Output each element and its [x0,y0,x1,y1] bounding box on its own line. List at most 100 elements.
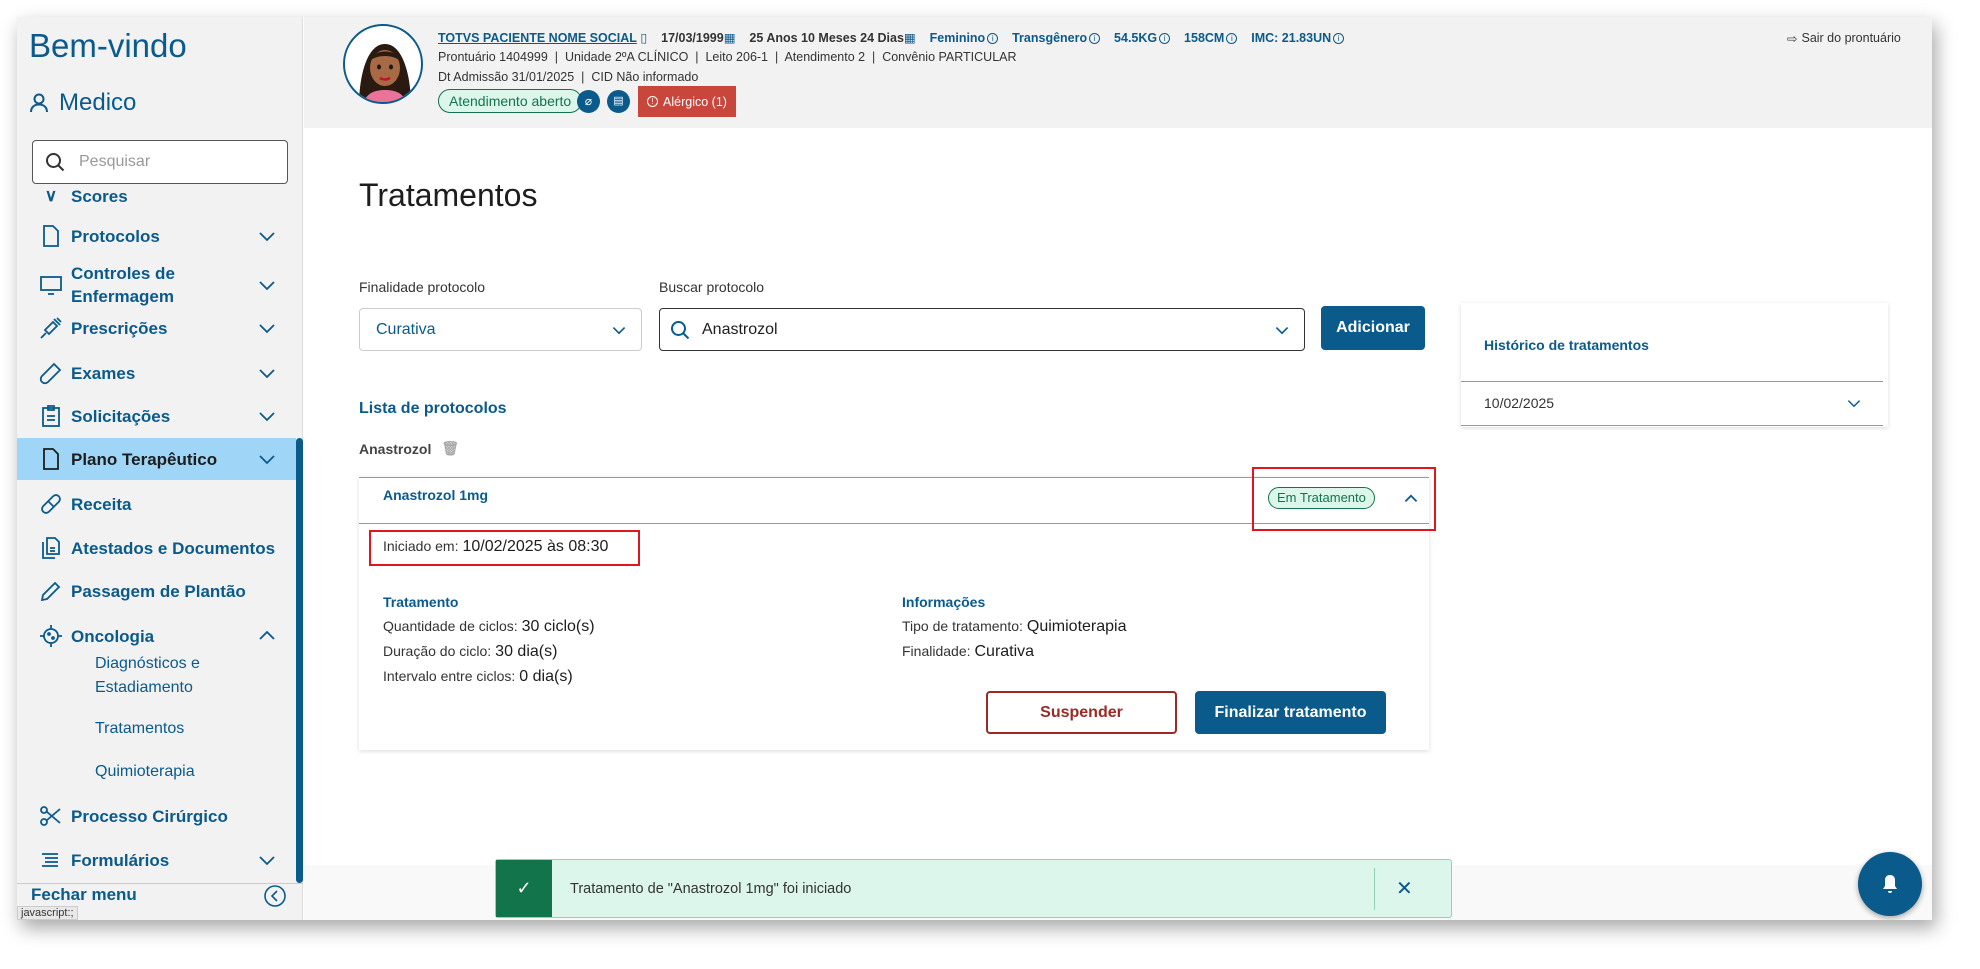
allergy-badge[interactable]: ! Alérgico (1) [638,86,736,117]
info-icon[interactable]: i [1089,33,1101,45]
sidebar-item-atestados[interactable]: Atestados e Documentos [17,527,297,569]
chevron-up-icon[interactable] [1403,491,1419,507]
history-card: Histórico de tratamentos 10/02/2025 [1461,303,1888,427]
sidebar-item-scores[interactable]: ∨ Scores [17,185,297,217]
attachment-icon[interactable]: ⌀ [577,90,600,113]
sidebar-subitem-tratamentos[interactable]: Tratamentos [95,720,185,737]
treatment-row: Quantidade de ciclos: 30 ciclo(s) [383,618,595,635]
chevron-down-icon [1847,400,1861,408]
sidebar-item-processo-cirurgico[interactable]: Processo Cirúrgico [17,795,297,837]
chevron-down-icon[interactable] [257,406,277,426]
info-icon[interactable]: i [1159,33,1171,45]
status-bar: javascript:; [17,906,78,920]
started-at: Iniciado em: 10/02/2025 às 08:30 [383,538,609,555]
chevron-down-icon[interactable] [257,275,277,295]
scissors-icon [40,806,61,826]
sidebar-subitem-diagnosticos[interactable]: Diagnósticos e Estadiamento [95,655,200,696]
finish-treatment-button[interactable]: Finalizar tratamento [1195,691,1386,734]
calendar-icon: ▦ [723,31,736,45]
sidebar-scrollbar[interactable] [296,438,303,883]
chevron-down-icon[interactable] [257,318,277,338]
close-menu-button[interactable]: Fechar menu [31,885,137,904]
divider [1374,868,1375,910]
user-icon [30,93,48,113]
copy-icon[interactable]: ▯ [640,31,648,45]
history-title: Histórico de tratamentos [1484,337,1649,353]
sidebar-item-formularios[interactable]: Formulários [17,839,297,881]
sidebar-menu: ∨ Scores Protocolos Controles de Enfermag… [17,185,303,883]
admission-info: Prontuário 1404999 | Unidade 2ºA CLÍNICO… [438,50,1017,64]
add-button[interactable]: Adicionar [1321,306,1425,350]
app-window: Bem-vindo Medico Pesquisar ∨ Scores Proto… [17,17,1932,920]
welcome-title: Bem-vindo [29,27,187,64]
search-icon [671,320,690,339]
document-icon [43,225,59,247]
chevron-down-icon[interactable] [257,850,277,870]
sidebar-item-passagem[interactable]: Passagem de Plantão [17,570,297,612]
chevron-down-icon[interactable] [257,363,277,383]
status-badge: Atendimento aberto [438,89,583,113]
patient-avatar [343,24,423,104]
patient-name-link[interactable]: TOTVS PACIENTE NOME SOCIAL [438,31,637,45]
gender-identity: Transgênero [1012,31,1088,45]
close-toast-button[interactable]: ✕ [1396,878,1413,900]
document-icon [43,448,59,470]
patient-header: TOTVS PACIENTE NOME SOCIAL ▯ 17/03/1999▦… [304,17,1932,128]
sidebar-search-input[interactable]: Pesquisar [32,140,288,184]
treatment-heading: Tratamento [383,594,459,610]
treatment-row: Duração do ciclo: 30 dia(s) [383,643,558,660]
sidebar-item-solicitacoes[interactable]: Solicitações [17,395,297,437]
test-tube-icon [39,362,62,385]
sidebar-item-oncologia[interactable]: Oncologia [17,615,297,657]
finalidade-label: Finalidade protocolo [359,279,486,295]
sidebar-item-protocolos[interactable]: Protocolos [17,215,297,257]
suspend-button[interactable]: Suspender [986,691,1177,734]
patient-info-line: TOTVS PACIENTE NOME SOCIAL ▯ 17/03/1999▦… [438,30,1345,45]
virus-icon [40,625,62,647]
sidebar-item-controles[interactable]: Controles de Enfermagem [17,261,297,309]
chevron-down-icon [1275,326,1289,334]
admission-date-info: Dt Admissão 31/01/2025 | CID Não informa… [438,70,699,84]
buscar-protocolo-input[interactable]: Anastrozol [659,308,1305,351]
protocol-group: Anastrozol 🗑 [359,440,460,457]
info-icon[interactable]: i [1226,33,1238,45]
clipboard-icon [42,405,60,427]
exit-icon: ⇨ [1787,32,1798,46]
notifications-button[interactable] [1858,852,1922,916]
imc: IMC: 21.83UN [1251,31,1332,45]
check-icon: ✓ [496,860,552,917]
sidebar-item-receita[interactable]: Receita [17,483,297,525]
finalidade-select[interactable]: Curativa [359,308,642,351]
highlight-box [369,530,640,566]
alert-icon: ! [647,96,659,107]
protocol-name[interactable]: Anastrozol 1mg [383,487,489,503]
chevron-down-icon[interactable] [257,226,277,246]
highlight-box [1252,467,1436,531]
sidebar-item-exames[interactable]: Exames [17,352,297,394]
pill-icon [41,494,61,514]
search-icon [46,153,65,172]
chevron-down-icon[interactable] [257,449,277,469]
divider [17,883,303,884]
sidebar-item-prescricoes[interactable]: Prescrições [17,307,297,349]
pencil-icon [40,581,61,602]
exit-record-link[interactable]: ⇨ Sair do prontuário [1787,31,1901,46]
user-name: Medico [59,89,137,116]
info-icon[interactable]: i [1333,33,1345,45]
weight: 54.5KG [1114,31,1158,45]
height: 158CM [1184,31,1225,45]
page-title: Tratamentos [359,177,538,213]
info-row: Finalidade: Curativa [902,643,1035,660]
info-icon[interactable]: i [987,33,999,45]
user-label: Medico [29,89,136,117]
calendar-icon: ▦ [903,31,916,45]
document-icon[interactable]: ▤ [607,90,630,113]
history-item[interactable]: 10/02/2025 [1461,382,1883,426]
success-toast: ✓ Tratamento de "Anastrozol 1mg" foi ini… [495,859,1452,918]
sidebar-subitem-quimioterapia[interactable]: Quimioterapia [95,763,195,780]
chevron-up-icon[interactable] [257,626,277,646]
sidebar-item-plano-terapeutico[interactable]: Plano Terapêutico [17,438,296,480]
chevron-down-icon [612,326,626,334]
chevron-left-circle-icon[interactable] [264,885,286,907]
trash-icon[interactable]: 🗑 [441,440,460,456]
